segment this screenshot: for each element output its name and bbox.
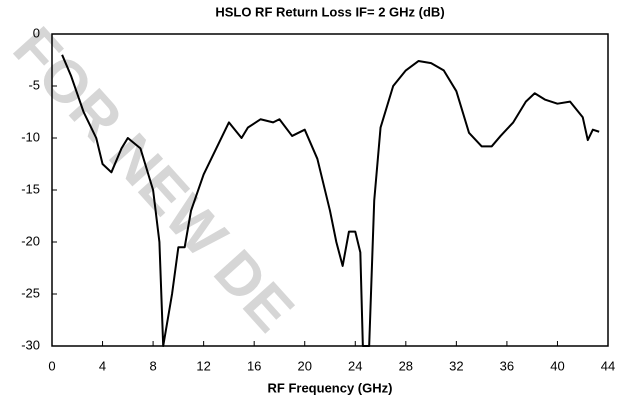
y-tick-label: -20 [21, 233, 40, 248]
x-tick-label: 40 [550, 358, 564, 373]
x-tick-label: 8 [149, 358, 156, 373]
chart-title: HSLO RF Return Loss IF= 2 GHz (dB) [215, 4, 444, 19]
x-tick-label: 20 [297, 358, 311, 373]
x-tick-label: 32 [449, 358, 463, 373]
y-tick-label: 0 [33, 25, 40, 40]
x-tick-label: 16 [247, 358, 261, 373]
data-line [61, 54, 600, 347]
x-tick-label: 0 [48, 358, 55, 373]
x-tick-label: 28 [399, 358, 413, 373]
y-tick-label: -15 [21, 181, 40, 196]
plot-frame [51, 33, 609, 347]
y-tick-label: -25 [21, 285, 40, 300]
y-tick-label: -5 [28, 77, 40, 92]
y-tick-label: -30 [21, 337, 40, 352]
x-tick-label: 36 [500, 358, 514, 373]
x-tick-label: 4 [99, 358, 106, 373]
x-tick-label: 24 [348, 358, 362, 373]
y-tick-label: -10 [21, 129, 40, 144]
x-tick-label: 12 [196, 358, 210, 373]
x-axis-label: RF Frequency (GHz) [268, 380, 393, 395]
x-tick-label: 44 [601, 358, 615, 373]
watermark: FOR NEW DE [1, 14, 307, 344]
